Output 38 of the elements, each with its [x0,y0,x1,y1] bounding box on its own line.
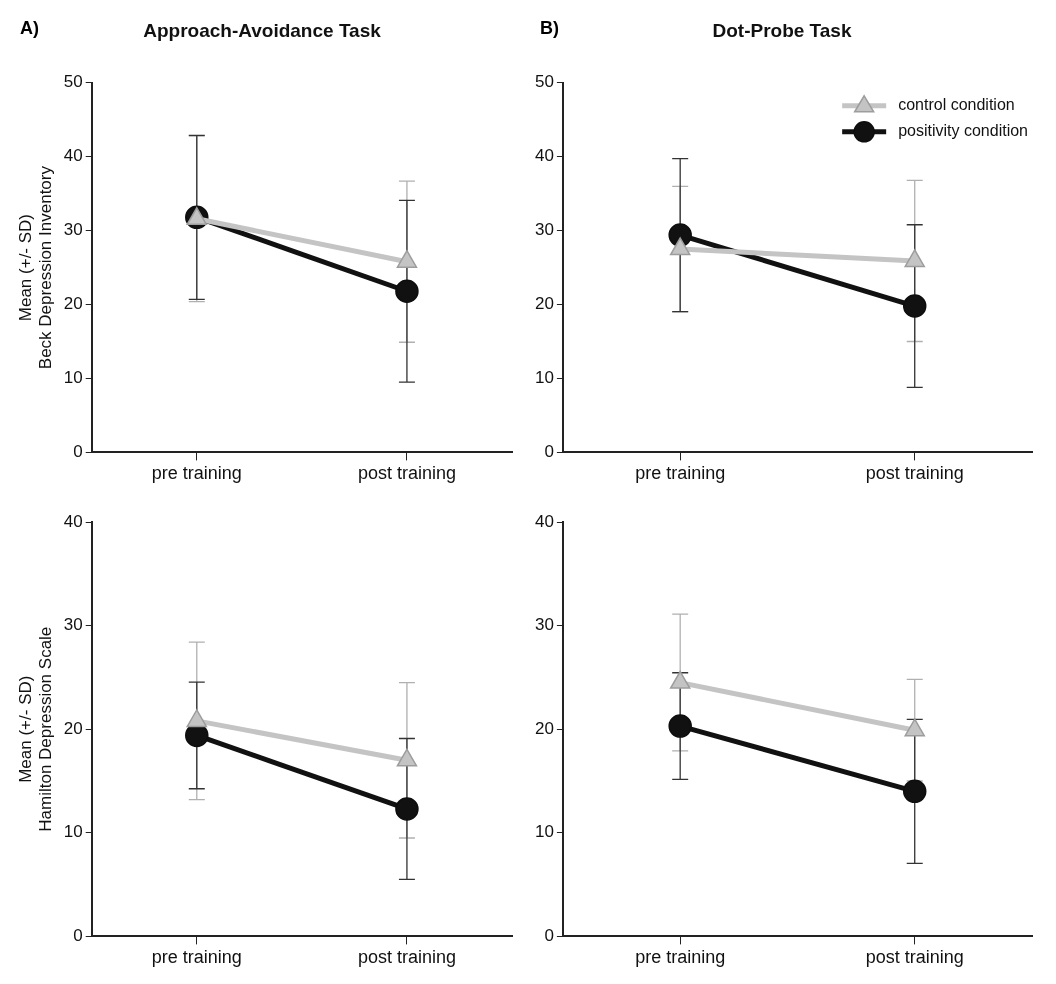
legend-label: positivity condition [898,122,1028,140]
y-tick-label: 40 [534,511,554,531]
y-tick-label: 30 [63,615,83,635]
y-tick-label: 30 [534,615,554,635]
y-tick-label: 10 [534,822,554,842]
y-tick-label: 0 [544,442,554,462]
x-tick-label: post training [357,463,456,484]
chart-title: Dot-Probe Task [712,19,852,41]
y-tick-label: 10 [63,822,83,842]
y-tick-label: 40 [63,146,83,166]
x-tick-label: post training [865,947,964,968]
x-tick-label: pre training [635,463,726,484]
y-tick-label: 0 [73,926,83,946]
text: A) [20,17,39,38]
y-tick-label: 20 [63,294,83,314]
x-tick-label: post training [357,947,456,968]
y-tick-label: 20 [534,294,554,314]
y-tick-label: 40 [534,146,554,166]
text: B) [540,17,559,38]
y-tick-label: 40 [63,511,83,531]
x-tick-label: post training [865,463,964,484]
y-tick-label: 10 [63,368,83,388]
y-tick-label: 0 [544,926,554,946]
y-tick-label: 30 [63,220,83,240]
x-tick-label: pre training [151,463,242,484]
y-tick-label: 20 [534,718,554,738]
chart-title: Approach-Avoidance Task [143,19,382,41]
y-tick-label: 30 [534,220,554,240]
y-tick-label: 50 [534,72,554,92]
legend-label: control condition [898,96,1015,114]
y-tick-label: 50 [63,72,83,92]
x-tick-label: pre training [635,947,726,968]
y-tick-label: 10 [534,368,554,388]
y-tick-label: 20 [63,718,83,738]
x-tick-label: pre training [151,947,242,968]
y-axis-title: Mean (+/- SD) Hamilton Depression Scale [15,626,56,832]
y-axis-title: Mean (+/- SD) Beck Depression Inventory [15,165,56,370]
y-tick-label: 0 [73,442,83,462]
